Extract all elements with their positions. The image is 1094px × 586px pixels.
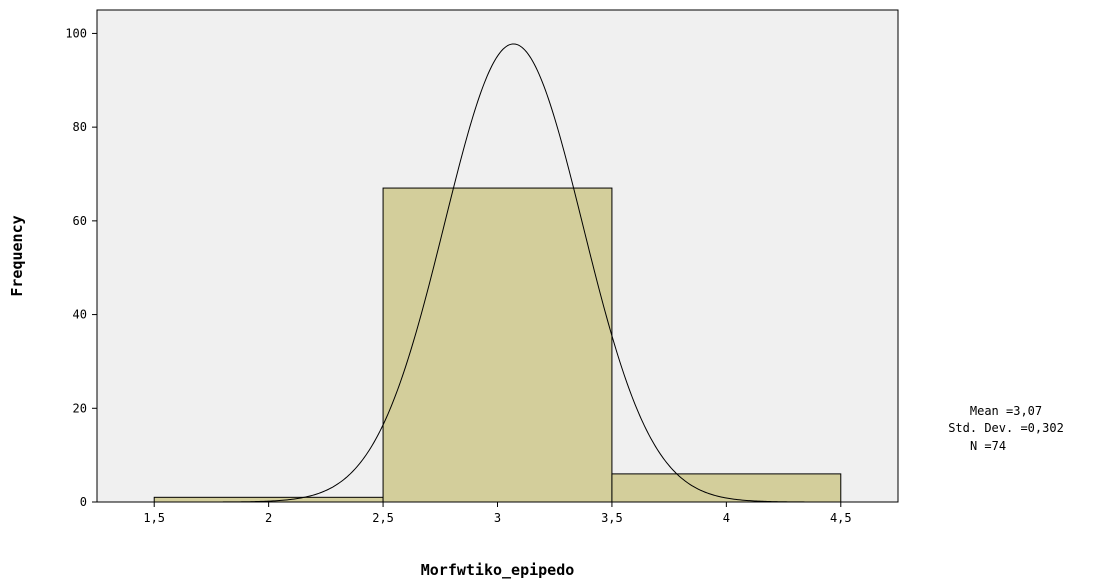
y-tick-label: 20 <box>73 401 87 415</box>
x-tick-label: 4 <box>723 511 730 525</box>
histogram-bar <box>611 473 842 503</box>
stat-std-dev: Std. Dev. =0,302 <box>948 421 1064 435</box>
x-tick-label: 2 <box>265 511 272 525</box>
y-axis-title: Frequency <box>8 215 26 296</box>
histogram-bar <box>382 187 613 503</box>
y-tick-label: 0 <box>80 495 87 509</box>
stat-n: N =74 <box>970 439 1006 453</box>
y-tick-label: 80 <box>73 120 87 134</box>
x-tick-label: 1,5 <box>143 511 165 525</box>
normal-curve <box>222 43 853 503</box>
x-tick-label: 2,5 <box>372 511 394 525</box>
x-tick-label: 4,5 <box>830 511 852 525</box>
stat-mean: Mean =3,07 <box>970 404 1042 418</box>
y-tick-label: 100 <box>65 26 87 40</box>
x-axis-title: Morfwtiko_epipedo <box>421 561 575 579</box>
y-tick-label: 40 <box>73 308 87 322</box>
x-tick-label: 3 <box>494 511 501 525</box>
statistics-box: Mean =3,07 Std. Dev. =0,302 N =74 <box>948 404 1064 453</box>
y-tick-label: 60 <box>73 214 87 228</box>
x-tick-label: 3,5 <box>601 511 623 525</box>
